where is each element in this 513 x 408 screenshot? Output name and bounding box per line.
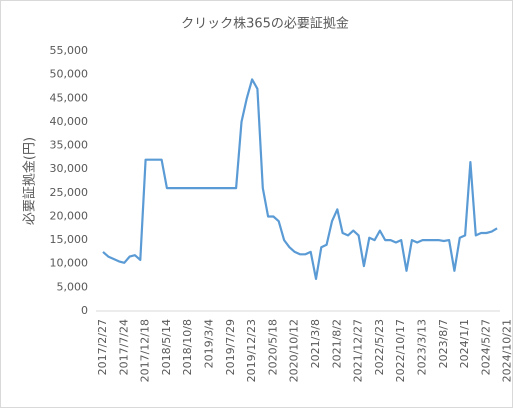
y-tick-label: 45,000 xyxy=(50,91,89,104)
y-tick-label: 30,000 xyxy=(50,162,89,175)
x-tick-label: 2019/12/23 xyxy=(245,319,258,382)
x-tick-label: 2021/3/8 xyxy=(309,319,322,368)
x-tick-label: 2018/10/8 xyxy=(181,319,194,375)
x-tick-label: 2019/7/29 xyxy=(224,319,237,375)
x-tick-label: 2024/1/1 xyxy=(458,319,471,368)
x-tick-label: 2017/2/27 xyxy=(96,319,109,375)
y-axis-label: 必要証拠金(円) xyxy=(22,137,38,225)
y-tick-label: 55,000 xyxy=(50,44,89,57)
data-line xyxy=(102,78,498,280)
x-tick-label: 2018/5/14 xyxy=(160,319,173,375)
x-tick-label: 2019/3/4 xyxy=(203,319,216,368)
x-tick-label: 2020/5/18 xyxy=(266,319,279,375)
y-tick-label: 0 xyxy=(81,304,88,317)
y-tick-label: 10,000 xyxy=(50,257,89,270)
y-tick-label: 40,000 xyxy=(50,115,89,128)
y-tick-label: 35,000 xyxy=(50,139,89,152)
x-tick-label: 2023/3/13 xyxy=(416,319,429,375)
y-tick-label: 25,000 xyxy=(50,186,89,199)
y-tick-label: 5,000 xyxy=(57,280,89,293)
x-tick-label: 2022/10/17 xyxy=(394,319,407,382)
x-tick-label: 2024/10/21 xyxy=(501,319,513,382)
x-tick-label: 2024/5/27 xyxy=(479,319,492,375)
x-tick-label: 2020/10/12 xyxy=(288,319,301,382)
x-tick-label: 2022/5/23 xyxy=(373,319,386,375)
x-tick-label: 2023/8/7 xyxy=(437,319,450,368)
x-tick-label: 2021/8/2 xyxy=(330,319,343,368)
y-tick-label: 50,000 xyxy=(50,68,89,81)
x-tick-label: 2017/7/24 xyxy=(117,319,130,375)
chart-title: クリック株365の必要証拠金 xyxy=(181,16,349,32)
x-tick-label: 2021/12/27 xyxy=(352,319,365,382)
y-tick-label: 20,000 xyxy=(50,209,89,222)
x-tick-label: 2017/12/18 xyxy=(139,319,152,382)
y-tick-label: 15,000 xyxy=(50,233,89,246)
